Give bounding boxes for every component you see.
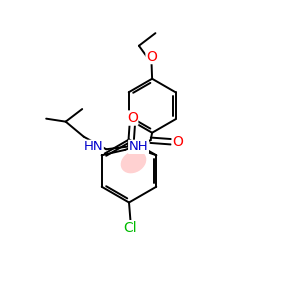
Text: Cl: Cl — [124, 221, 137, 235]
Text: O: O — [127, 111, 138, 125]
Text: O: O — [172, 135, 183, 149]
Text: O: O — [146, 50, 157, 64]
Text: HN: HN — [84, 140, 103, 153]
Text: NH: NH — [129, 140, 148, 153]
Ellipse shape — [121, 151, 146, 173]
